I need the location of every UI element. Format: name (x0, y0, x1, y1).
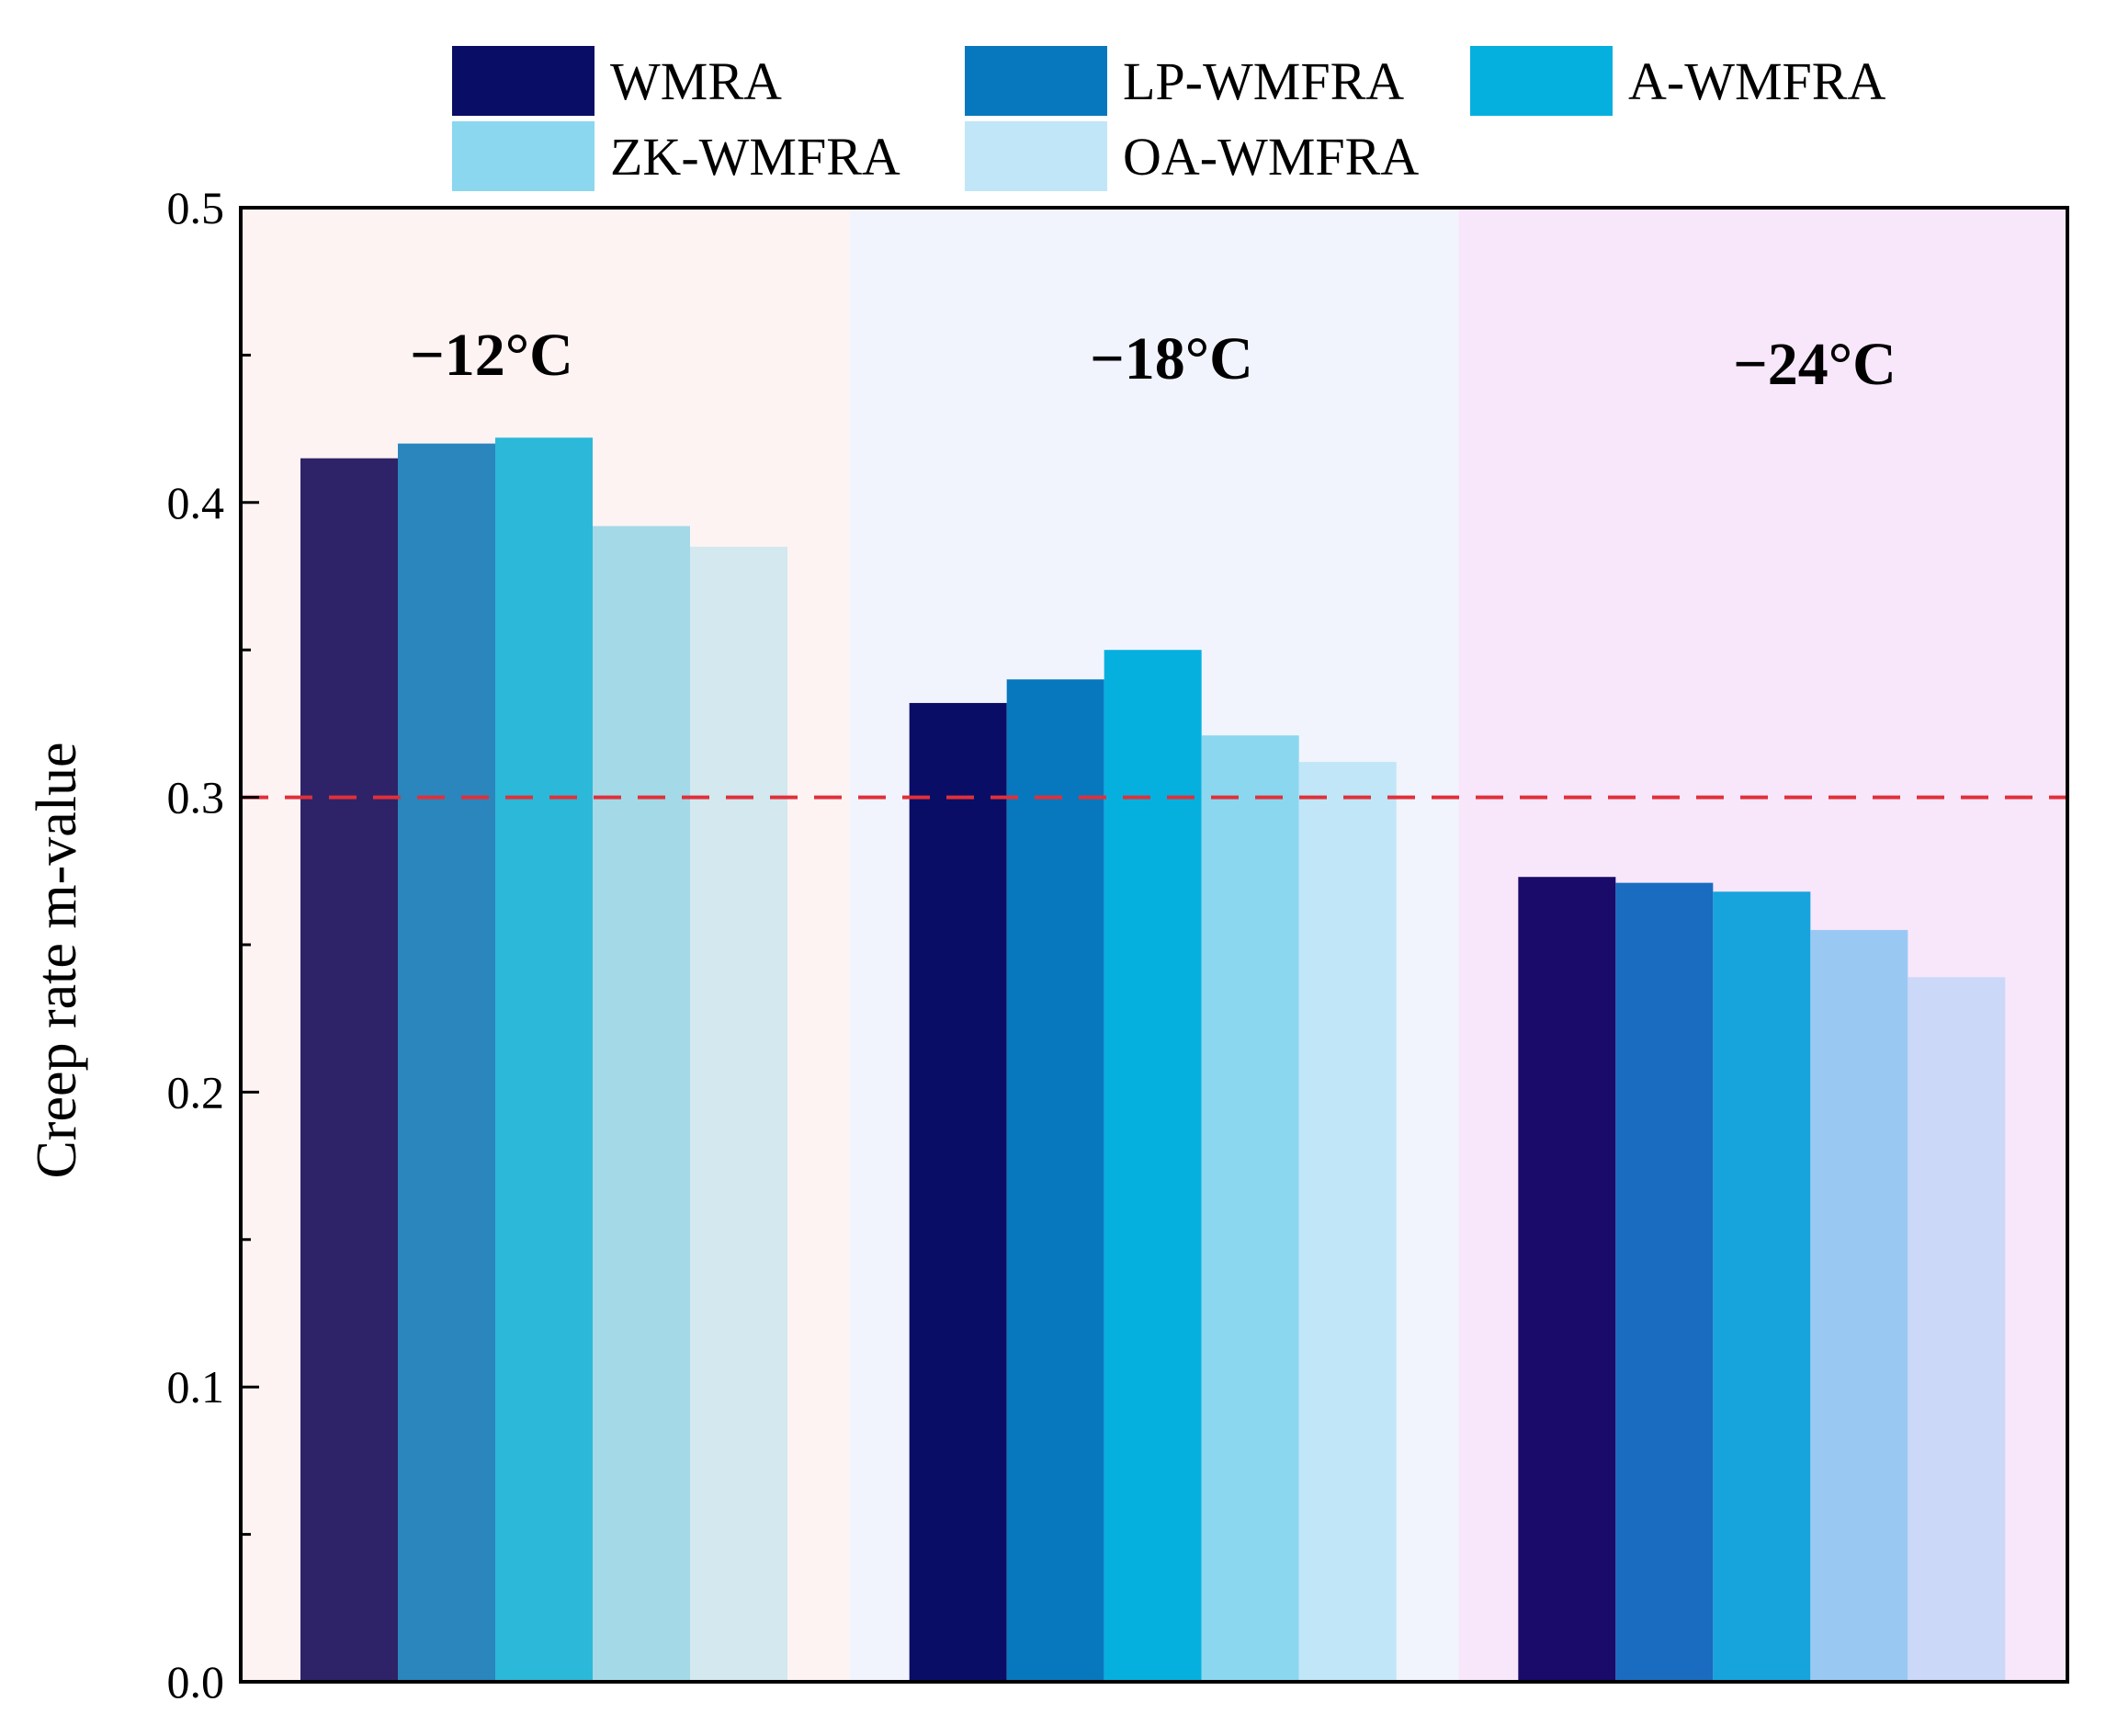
bar-wmra-1 (300, 458, 398, 1683)
temperature-label-3: −24°C (1733, 331, 1897, 398)
y-tick-label: 0.4 (167, 477, 225, 528)
y-tick-label: 0.1 (167, 1361, 225, 1413)
legend-swatch-oa-wmfra (965, 121, 1107, 191)
y-tick-label: 0.0 (167, 1656, 225, 1708)
bars (300, 437, 2006, 1683)
bar-wmra-2 (909, 702, 1007, 1682)
legend-swatch-lp-wmfra (965, 46, 1107, 116)
bar-a-wmfra-3 (1713, 891, 1811, 1682)
legend-label-zk-wmfra: ZK-WMFRA (610, 127, 900, 187)
temperature-label-2: −18°C (1090, 325, 1253, 392)
y-tick-label: 0.3 (167, 772, 225, 823)
bar-lp-wmfra-1 (398, 443, 495, 1682)
bar-zk-wmfra-3 (1810, 929, 1908, 1682)
legend-label-wmra: WMRA (610, 51, 782, 111)
bar-wmra-3 (1518, 877, 1616, 1682)
y-tick-label: 0.2 (167, 1066, 225, 1118)
legend-label-oa-wmfra: OA-WMFRA (1123, 127, 1419, 187)
bar-a-wmfra-1 (495, 437, 593, 1682)
bar-oa-wmfra-1 (690, 546, 787, 1683)
y-axis-label: Creep rate m-value (26, 742, 88, 1178)
bar-oa-wmfra-3 (1908, 977, 2006, 1682)
temperature-labels: −12°C −18°C −24°C (410, 322, 1897, 398)
bar-oa-wmfra-2 (1298, 762, 1397, 1682)
temperature-label-1: −12°C (410, 322, 573, 389)
bar-zk-wmfra-1 (593, 526, 690, 1682)
legend-swatch-zk-wmfra (452, 121, 594, 191)
bar-zk-wmfra-2 (1201, 735, 1299, 1683)
bar-a-wmfra-2 (1104, 650, 1202, 1683)
y-tick-label: 0.5 (167, 182, 225, 233)
legend-label-a-wmfra: A-WMFRA (1628, 51, 1885, 111)
bar-lp-wmfra-2 (1006, 679, 1104, 1682)
legend-swatch-wmra (452, 46, 594, 116)
y-ticks: 0.0 0.1 0.2 0.3 0.4 0.5 (167, 182, 259, 1708)
legend-swatch-a-wmfra (1470, 46, 1613, 116)
legend: WMRA LP-WMFRA A-WMFRA ZK-WMFRA OA-WMFRA (452, 46, 1885, 191)
legend-label-lp-wmfra: LP-WMFRA (1123, 51, 1404, 111)
bar-lp-wmfra-3 (1615, 882, 1714, 1682)
